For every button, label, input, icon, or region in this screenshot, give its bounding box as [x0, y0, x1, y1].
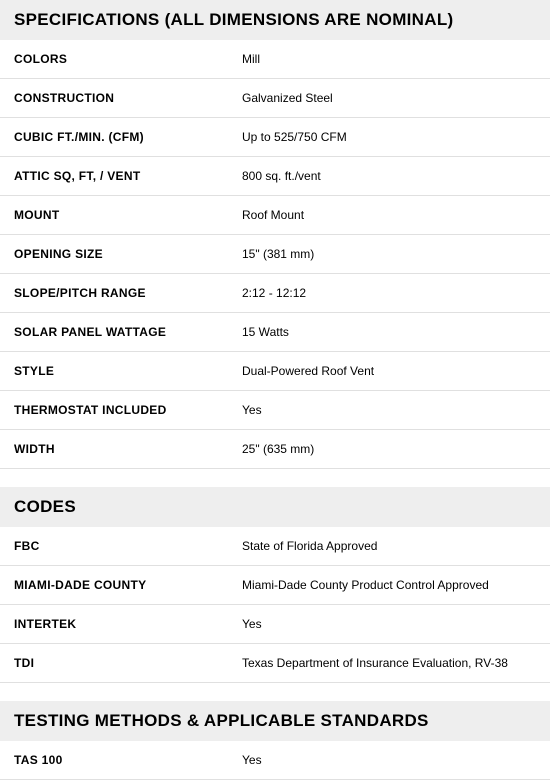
- spec-value: Dual-Powered Roof Vent: [242, 352, 550, 391]
- spec-label: MIAMI-DADE COUNTY: [0, 566, 242, 605]
- spec-label: FBC: [0, 527, 242, 566]
- table-row: THERMOSTAT INCLUDEDYes: [0, 391, 550, 430]
- table-row: OPENING SIZE15" (381 mm): [0, 235, 550, 274]
- table-row: CONSTRUCTIONGalvanized Steel: [0, 79, 550, 118]
- spec-value: State of Florida Approved: [242, 527, 550, 566]
- section-header: CODES: [0, 487, 550, 527]
- table-row: ATTIC SQ, FT, / VENT800 sq. ft./vent: [0, 157, 550, 196]
- section-header: TESTING METHODS & APPLICABLE STANDARDS: [0, 701, 550, 741]
- spec-label: SOLAR PANEL WATTAGE: [0, 313, 242, 352]
- table-row: SLOPE/PITCH RANGE2:12 - 12:12: [0, 274, 550, 313]
- spec-value: Texas Department of Insurance Evaluation…: [242, 644, 550, 683]
- spec-value: Yes: [242, 741, 550, 780]
- spec-label: CUBIC FT./MIN. (CFM): [0, 118, 242, 157]
- spec-value: 15" (381 mm): [242, 235, 550, 274]
- spec-sheet: SPECIFICATIONS (ALL DIMENSIONS ARE NOMIN…: [0, 0, 550, 780]
- spec-value: 2:12 - 12:12: [242, 274, 550, 313]
- spec-table: TAS 100Yes: [0, 741, 550, 780]
- spec-value: Yes: [242, 391, 550, 430]
- table-row: MIAMI-DADE COUNTYMiami-Dade County Produ…: [0, 566, 550, 605]
- spec-label: TAS 100: [0, 741, 242, 780]
- section-gap: [0, 683, 550, 701]
- table-row: FBCState of Florida Approved: [0, 527, 550, 566]
- table-row: STYLEDual-Powered Roof Vent: [0, 352, 550, 391]
- table-row: TAS 100Yes: [0, 741, 550, 780]
- spec-value: Galvanized Steel: [242, 79, 550, 118]
- section-gap: [0, 469, 550, 487]
- table-row: SOLAR PANEL WATTAGE15 Watts: [0, 313, 550, 352]
- section-header: SPECIFICATIONS (ALL DIMENSIONS ARE NOMIN…: [0, 0, 550, 40]
- spec-table: COLORSMillCONSTRUCTIONGalvanized SteelCU…: [0, 40, 550, 469]
- spec-label: CONSTRUCTION: [0, 79, 242, 118]
- spec-value: Miami-Dade County Product Control Approv…: [242, 566, 550, 605]
- spec-label: OPENING SIZE: [0, 235, 242, 274]
- spec-label: THERMOSTAT INCLUDED: [0, 391, 242, 430]
- spec-label: INTERTEK: [0, 605, 242, 644]
- spec-value: 800 sq. ft./vent: [242, 157, 550, 196]
- table-row: MOUNTRoof Mount: [0, 196, 550, 235]
- spec-label: TDI: [0, 644, 242, 683]
- spec-label: COLORS: [0, 40, 242, 79]
- table-row: CUBIC FT./MIN. (CFM)Up to 525/750 CFM: [0, 118, 550, 157]
- spec-value: Yes: [242, 605, 550, 644]
- spec-table: FBCState of Florida ApprovedMIAMI-DADE C…: [0, 527, 550, 683]
- spec-value: Up to 525/750 CFM: [242, 118, 550, 157]
- spec-label: WIDTH: [0, 430, 242, 469]
- table-row: COLORSMill: [0, 40, 550, 79]
- spec-value: Roof Mount: [242, 196, 550, 235]
- table-row: INTERTEKYes: [0, 605, 550, 644]
- spec-label: ATTIC SQ, FT, / VENT: [0, 157, 242, 196]
- spec-value: Mill: [242, 40, 550, 79]
- spec-value: 25" (635 mm): [242, 430, 550, 469]
- spec-value: 15 Watts: [242, 313, 550, 352]
- spec-label: SLOPE/PITCH RANGE: [0, 274, 242, 313]
- spec-label: STYLE: [0, 352, 242, 391]
- table-row: WIDTH25" (635 mm): [0, 430, 550, 469]
- table-row: TDITexas Department of Insurance Evaluat…: [0, 644, 550, 683]
- spec-label: MOUNT: [0, 196, 242, 235]
